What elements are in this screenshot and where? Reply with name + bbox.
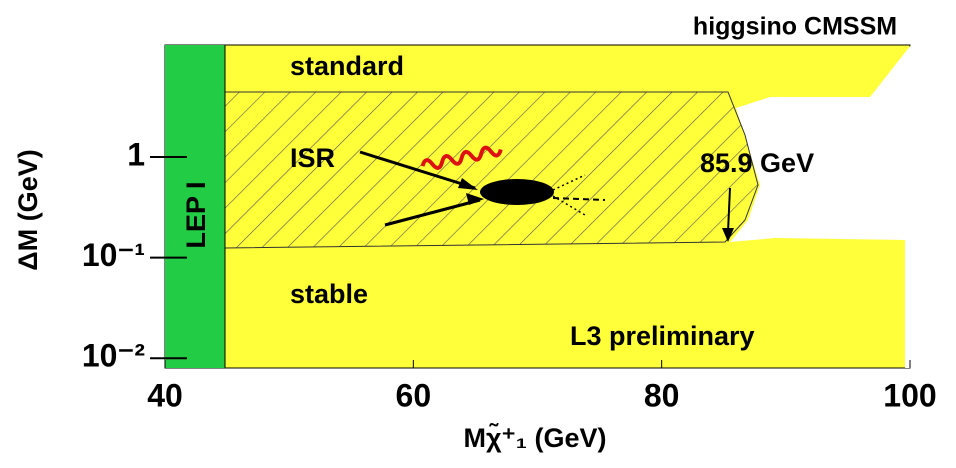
x-tick-label: 80 xyxy=(644,377,680,413)
lep-region xyxy=(165,45,225,368)
region-label: 85.9 GeV xyxy=(700,148,814,178)
isr-diagram xyxy=(359,145,606,227)
y-axis-label: ΔM (GeV) xyxy=(13,149,43,270)
region-label: standard xyxy=(290,51,404,81)
y-tick-label: 10⁻¹ xyxy=(82,237,145,273)
x-tick-label: 100 xyxy=(883,377,936,413)
arrow xyxy=(722,187,734,242)
chart-title: higgsino CMSSM xyxy=(693,13,897,41)
region-label: L3 preliminary xyxy=(570,321,755,351)
isr-region xyxy=(224,91,759,249)
region-label: LEP I xyxy=(181,181,211,248)
region-label: ISR xyxy=(290,143,335,173)
x-tick-label: 60 xyxy=(396,377,432,413)
x-tick-label: 40 xyxy=(147,377,183,413)
region-label: stable xyxy=(290,279,368,309)
excluded-free-region xyxy=(730,45,911,368)
x-axis-label: Mχ̃⁺₁ (GeV) xyxy=(464,422,607,453)
y-tick-label: 1 xyxy=(127,137,145,173)
y-tick-label: 10⁻² xyxy=(82,338,145,374)
